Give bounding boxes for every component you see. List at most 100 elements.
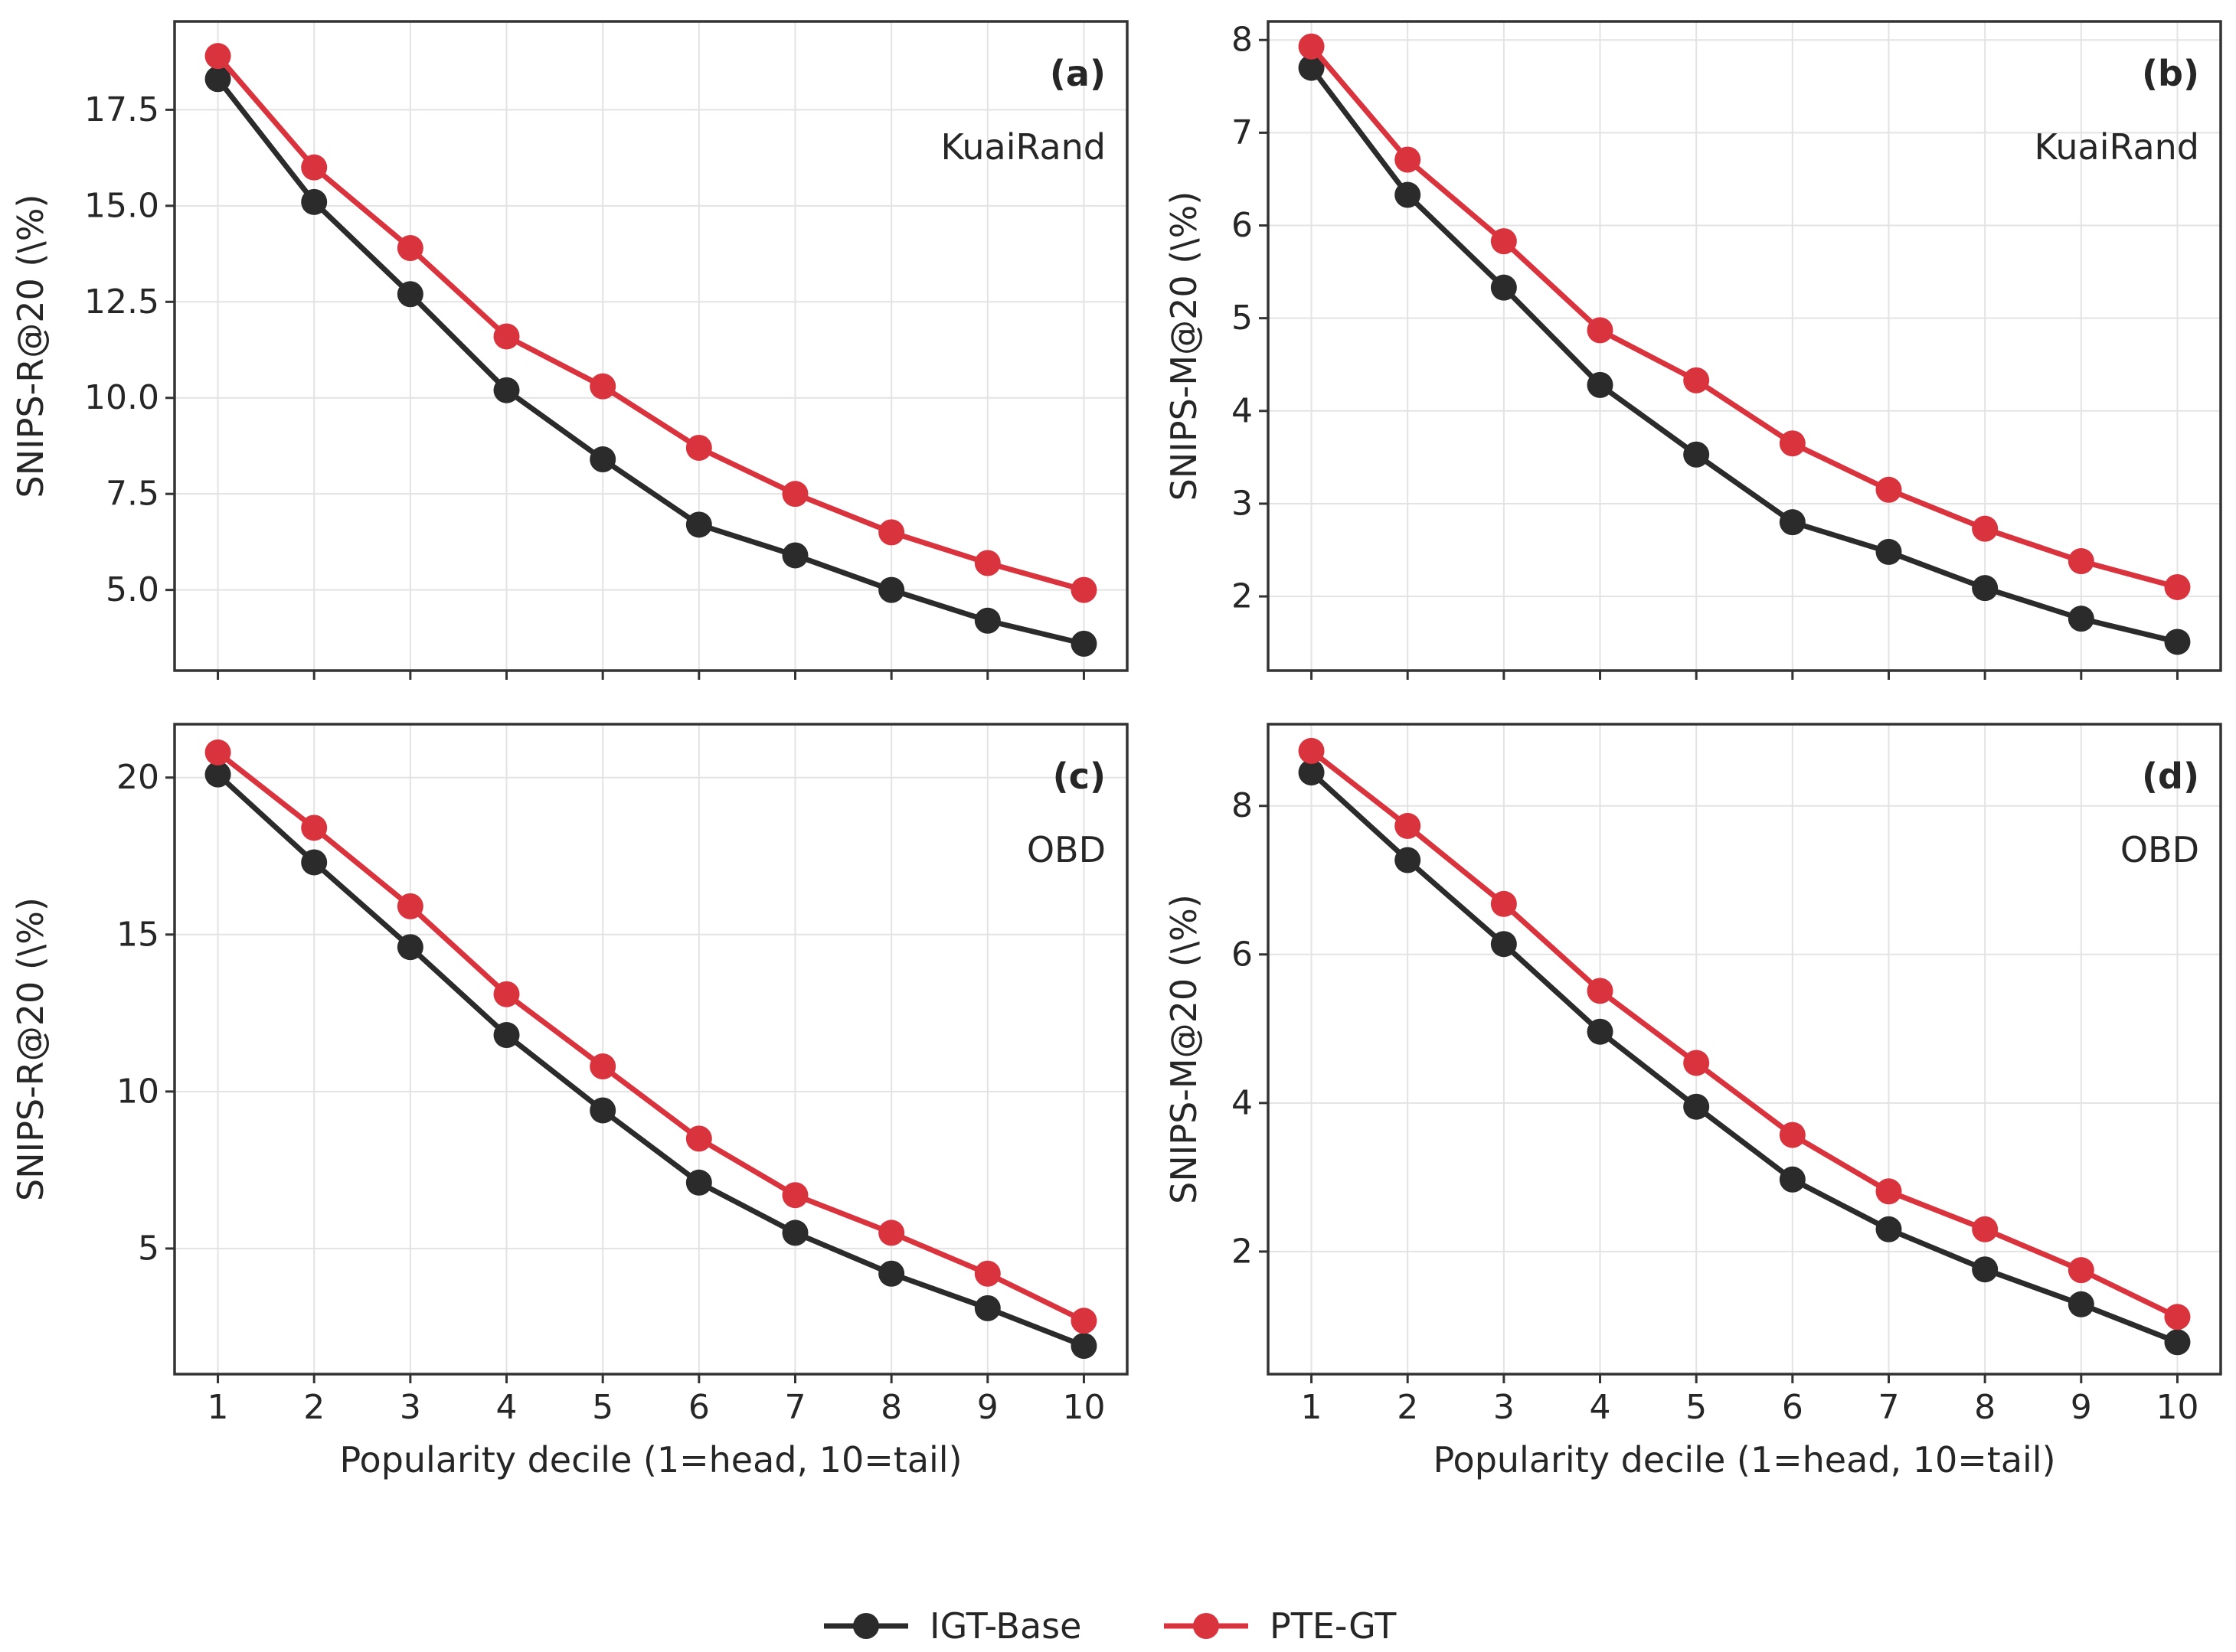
legend: IGT-Base PTE-GT <box>824 1605 1397 1647</box>
data-point-pte-gt <box>2164 1304 2191 1330</box>
x-tick-label: 3 <box>400 1388 421 1427</box>
data-point-igt-base <box>782 1219 809 1246</box>
x-tick-label: 4 <box>496 1388 518 1427</box>
y-tick-label: 10 <box>116 1072 159 1111</box>
legend-label-pte-gt: PTE-GT <box>1270 1605 1397 1647</box>
data-point-igt-base <box>878 576 905 603</box>
data-point-igt-base <box>1298 759 1325 786</box>
legend-marker-igt-base <box>853 1613 879 1639</box>
panel-a: 5.0 7.5 10.0 12.5 15.0 17.5 SNIPS-R@20 (\%) (a)… <box>10 20 1129 680</box>
y-tick-label: 20 <box>116 758 159 797</box>
panel-tag: (b) <box>2142 53 2199 94</box>
data-point-igt-base <box>397 281 423 308</box>
x-tick-label: 2 <box>303 1388 325 1427</box>
data-point-igt-base <box>590 1097 616 1124</box>
data-point-pte-gt <box>1875 476 1902 503</box>
series-line-pte-gt <box>1309 44 2179 590</box>
data-point-pte-gt <box>1972 1216 1999 1242</box>
x-tick-label: 9 <box>2071 1388 2092 1427</box>
data-point-pte-gt <box>782 1182 809 1209</box>
x-tick-label: 6 <box>1782 1388 1803 1427</box>
panel-b: 2 3 4 5 6 7 8 SNIPS-M@20 (\%) (b) KuaiRand <box>1163 20 2222 680</box>
y-axis-label: SNIPS-M@20 (\%) <box>1163 191 1205 501</box>
x-tick-label: 8 <box>1974 1388 1996 1427</box>
data-point-pte-gt <box>493 981 520 1007</box>
data-point-igt-base <box>1490 931 1517 958</box>
y-tick-label: 7 <box>1231 113 1253 152</box>
axes-frame <box>1267 723 2222 1376</box>
data-point-pte-gt <box>2068 548 2094 575</box>
series-line-igt-base <box>1309 66 2179 645</box>
data-point-igt-base <box>1394 847 1421 873</box>
data-point-igt-base <box>590 446 616 473</box>
x-tick-label: 5 <box>592 1388 613 1427</box>
y-tick-label: 5.0 <box>106 570 159 609</box>
series-line-pte-gt <box>216 750 1085 1324</box>
y-tick-label: 8 <box>1231 786 1253 825</box>
data-point-igt-base <box>1587 371 1613 398</box>
data-point-igt-base <box>1683 1093 1710 1120</box>
data-point-pte-gt <box>590 1053 616 1080</box>
panel-tag: (d) <box>2142 756 2199 797</box>
data-point-igt-base <box>493 377 520 403</box>
data-point-pte-gt <box>1779 430 1806 457</box>
y-tick-label: 3 <box>1231 484 1253 523</box>
dataset-label: OBD <box>2120 829 2199 870</box>
data-point-igt-base <box>685 1169 712 1196</box>
x-tick-label: 1 <box>208 1388 229 1427</box>
y-tick-label: 10.0 <box>84 378 159 417</box>
data-point-pte-gt <box>1972 515 1999 542</box>
panel-c: 5 10 15 20 1 2 3 4 5 6 7 8 9 10 SNIPS-R@20 (\%) Popular… <box>10 723 1129 1481</box>
y-tick-label: 12.5 <box>84 282 159 322</box>
panel-tag: (c) <box>1053 756 1106 797</box>
series-line-igt-base <box>1309 770 2179 1345</box>
data-point-igt-base <box>1394 181 1421 208</box>
y-tick-label: 4 <box>1231 391 1253 430</box>
data-point-igt-base <box>301 849 328 876</box>
data-point-pte-gt <box>204 43 231 70</box>
x-tick-label: 9 <box>977 1388 999 1427</box>
data-point-pte-gt <box>1298 33 1325 60</box>
data-point-pte-gt <box>1683 367 1710 393</box>
series-line-igt-base <box>216 772 1085 1349</box>
x-tick-label: 8 <box>881 1388 902 1427</box>
data-point-igt-base <box>1972 575 1999 602</box>
data-point-pte-gt <box>1779 1121 1806 1148</box>
y-tick-label: 15.0 <box>84 186 159 225</box>
data-point-pte-gt <box>1490 228 1517 255</box>
x-tick-label: 2 <box>1397 1388 1418 1427</box>
x-tick-label: 7 <box>1878 1388 1899 1427</box>
data-point-pte-gt <box>2164 573 2191 600</box>
data-point-pte-gt <box>590 373 616 400</box>
data-point-pte-gt <box>878 519 905 546</box>
data-point-igt-base <box>2164 628 2191 655</box>
data-point-pte-gt <box>1587 978 1613 1004</box>
x-tick-label: 10 <box>2156 1388 2198 1427</box>
panel-d: 2 4 6 8 1 2 3 4 5 6 7 8 9 10 SNIPS-M@20 (\%) Popularity… <box>1163 723 2222 1481</box>
x-axis-label: Popularity decile (1=head, 10=tail) <box>1433 1439 2055 1481</box>
data-point-pte-gt <box>301 154 328 181</box>
x-tick-label: 5 <box>1685 1388 1707 1427</box>
data-point-igt-base <box>685 511 712 538</box>
y-tick-label: 5 <box>1231 299 1253 338</box>
data-point-igt-base <box>493 1022 520 1049</box>
y-tick-label: 8 <box>1231 21 1253 60</box>
data-point-pte-gt <box>2068 1257 2094 1284</box>
series-line-pte-gt <box>1309 749 2179 1320</box>
axes-frame <box>1267 20 2222 672</box>
y-axis-label: SNIPS-R@20 (\%) <box>10 897 51 1201</box>
x-tick-label: 3 <box>1493 1388 1515 1427</box>
data-point-pte-gt <box>685 434 712 461</box>
data-point-igt-base <box>301 188 328 215</box>
data-point-pte-gt <box>782 481 809 508</box>
data-point-igt-base <box>1875 538 1902 565</box>
data-point-igt-base <box>974 1295 1001 1321</box>
data-point-pte-gt <box>1394 146 1421 173</box>
y-axis-label: SNIPS-M@20 (\%) <box>1163 894 1205 1204</box>
y-tick-label: 6 <box>1231 935 1253 974</box>
data-point-igt-base <box>1779 509 1806 536</box>
data-point-igt-base <box>204 761 231 788</box>
data-point-igt-base <box>2068 606 2094 632</box>
data-point-pte-gt <box>878 1219 905 1246</box>
